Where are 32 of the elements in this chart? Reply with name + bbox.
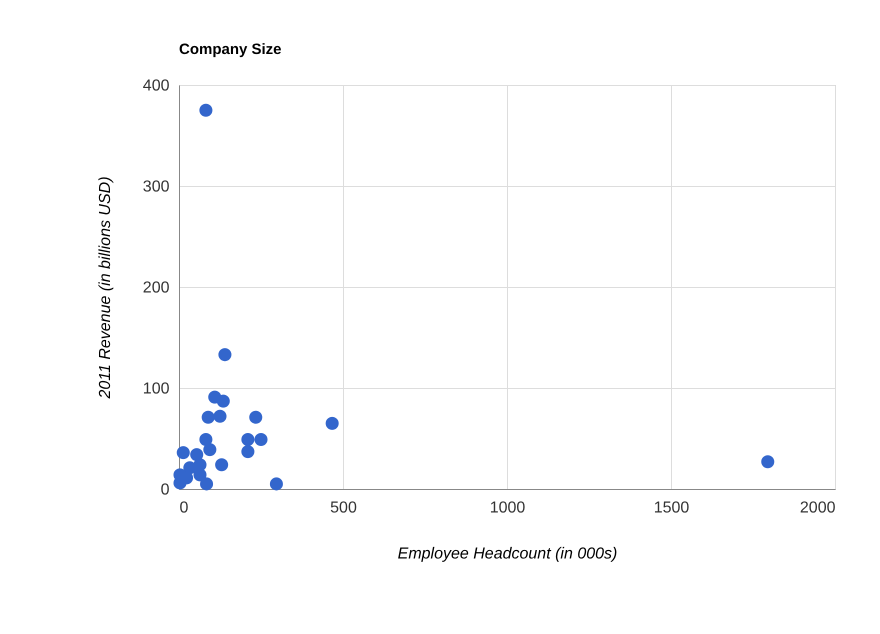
x-axis-title: Employee Headcount (in 000s) — [398, 546, 618, 562]
point — [326, 416, 339, 430]
point — [193, 468, 207, 482]
x-tick-label: 0 — [180, 500, 188, 516]
point — [202, 410, 215, 424]
y-tick-label: 100 — [142, 380, 170, 398]
point — [215, 458, 228, 472]
point — [218, 348, 232, 362]
point — [241, 445, 254, 458]
y-axis-title: 2011 Revenue (in billions USD) — [96, 176, 114, 400]
point — [203, 443, 216, 456]
point — [270, 477, 283, 490]
point — [199, 433, 212, 446]
y-tick-label: 200 — [142, 280, 170, 296]
x-tick-label: 1000 — [490, 500, 526, 516]
point — [213, 410, 227, 423]
point — [216, 394, 230, 408]
point — [176, 446, 190, 460]
point — [254, 433, 268, 446]
point — [241, 433, 254, 446]
x-tick-label: 500 — [330, 500, 357, 516]
y-tick-label: 400 — [142, 78, 170, 94]
point — [761, 455, 774, 468]
y-tick-label: 0 — [160, 482, 170, 498]
chart-title: Company Size — [179, 41, 282, 58]
x-tick-label: 1500 — [654, 500, 690, 516]
point — [190, 448, 204, 462]
y-tick-label: 300 — [142, 178, 170, 196]
point — [200, 477, 214, 490]
point — [199, 104, 212, 117]
x-tick-label: 2000 — [800, 500, 836, 516]
point — [249, 410, 262, 424]
